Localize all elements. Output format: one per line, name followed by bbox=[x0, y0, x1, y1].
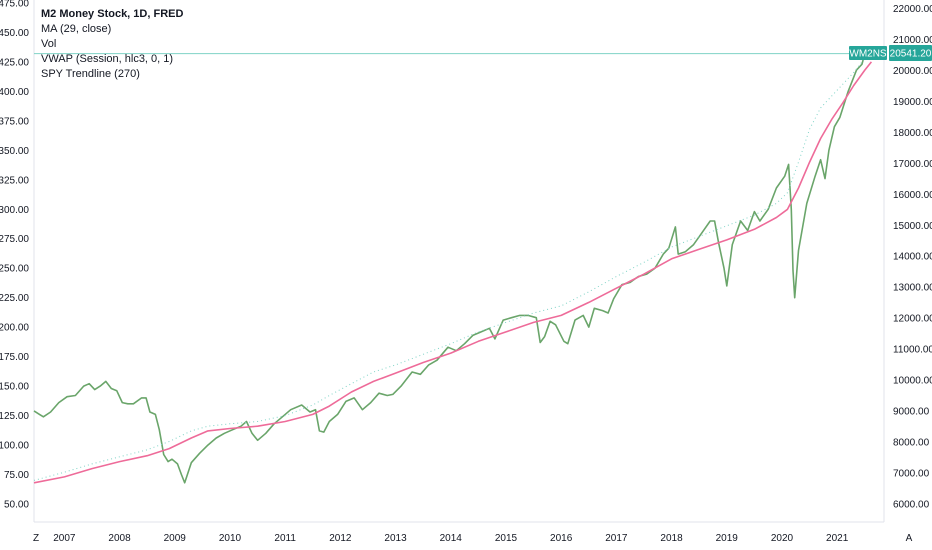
right-tick-label: 19000.00 bbox=[893, 97, 932, 108]
time-tick-label: 2020 bbox=[771, 533, 794, 544]
time-tick-label: 2011 bbox=[274, 533, 296, 544]
left-tick-label: 350.00 bbox=[0, 146, 29, 157]
right-tick-label: 17000.00 bbox=[893, 159, 932, 170]
time-tick-label: 2012 bbox=[329, 533, 352, 544]
left-tick-label: 225.00 bbox=[0, 293, 29, 304]
time-tick-label: 2019 bbox=[716, 533, 739, 544]
time-tick-label: 2018 bbox=[660, 533, 683, 544]
corner-left-label[interactable]: Z bbox=[33, 533, 39, 544]
spy-trendline-series bbox=[33, 53, 866, 484]
time-tick-label: 2015 bbox=[495, 533, 518, 544]
right-tick-label: 13000.00 bbox=[893, 283, 932, 294]
vwap-series bbox=[33, 53, 871, 481]
time-tick-label: 2017 bbox=[605, 533, 628, 544]
left-tick-label: 425.00 bbox=[0, 57, 29, 68]
symbol-tag-label: WM2NS bbox=[849, 49, 887, 60]
time-tick-label: 2016 bbox=[550, 533, 573, 544]
right-tick-label: 10000.00 bbox=[893, 376, 932, 387]
legend-title[interactable]: M2 Money Stock, 1D, FRED bbox=[41, 8, 184, 20]
left-tick-label: 250.00 bbox=[0, 264, 29, 275]
left-tick-label: 450.00 bbox=[0, 28, 29, 39]
right-tick-label: 18000.00 bbox=[893, 128, 932, 139]
left-tick-label: 400.00 bbox=[0, 87, 29, 98]
moving-average-series bbox=[33, 61, 873, 484]
right-tick-label: 8000.00 bbox=[893, 438, 930, 449]
legend-trendline[interactable]: SPY Trendline (270) bbox=[41, 68, 140, 80]
price-tag-label: 20541.20 bbox=[890, 49, 932, 60]
right-tick-label: 21000.00 bbox=[893, 35, 932, 46]
left-tick-label: 125.00 bbox=[0, 411, 29, 422]
right-tick-label: 14000.00 bbox=[893, 252, 932, 263]
right-axis[interactable]: 6000.00 7000.00 8000.00 9000.00 10000.00 1100… bbox=[893, 4, 932, 511]
left-tick-label: 175.00 bbox=[0, 352, 29, 363]
legend-ma[interactable]: MA (29, close) bbox=[41, 23, 112, 35]
plot-area[interactable] bbox=[33, 53, 873, 484]
time-axis[interactable]: 2007 2008 2009 2010 2011 2012 2013 2014 2015 2016… bbox=[53, 533, 848, 544]
left-tick-label: 75.00 bbox=[4, 470, 29, 481]
left-tick-label: 200.00 bbox=[0, 323, 29, 334]
right-tick-label: 20000.00 bbox=[893, 66, 932, 77]
right-tick-label: 11000.00 bbox=[893, 345, 932, 356]
left-tick-label: 475.00 bbox=[0, 0, 29, 9]
price-tag: 20541.20 bbox=[889, 45, 932, 61]
right-tick-label: 15000.00 bbox=[893, 221, 932, 232]
left-tick-label: 275.00 bbox=[0, 234, 29, 245]
legend-vol[interactable]: Vol bbox=[41, 38, 57, 50]
left-tick-label: 300.00 bbox=[0, 205, 29, 216]
time-tick-label: 2009 bbox=[164, 533, 187, 544]
symbol-tag: WM2NS bbox=[849, 46, 887, 60]
time-tick-label: 2010 bbox=[219, 533, 242, 544]
legend-vwap[interactable]: VWAP (Session, hlc3, 0, 1) bbox=[41, 53, 174, 65]
right-tick-label: 6000.00 bbox=[893, 500, 930, 511]
log-scale-toggle[interactable]: A bbox=[906, 533, 913, 544]
legend: M2 Money Stock, 1D, FRED MA (29, close) … bbox=[41, 7, 183, 82]
time-tick-label: 2013 bbox=[384, 533, 407, 544]
right-tick-label: 12000.00 bbox=[893, 314, 932, 325]
time-tick-label: 2008 bbox=[108, 533, 131, 544]
left-axis[interactable]: 50.00 75.00 100.00 125.00 150.00 175.00 200.00… bbox=[0, 0, 29, 511]
right-tick-label: 16000.00 bbox=[893, 190, 932, 201]
left-tick-label: 100.00 bbox=[0, 441, 29, 452]
left-tick-label: 325.00 bbox=[0, 175, 29, 186]
left-tick-label: 375.00 bbox=[0, 116, 29, 127]
right-tick-label: 7000.00 bbox=[893, 469, 930, 480]
left-tick-label: 50.00 bbox=[4, 500, 29, 511]
time-tick-label: 2021 bbox=[826, 533, 849, 544]
right-tick-label: 22000.00 bbox=[893, 4, 932, 15]
time-tick-label: 2014 bbox=[440, 533, 463, 544]
axis-borders bbox=[33, 0, 885, 523]
right-tick-label: 9000.00 bbox=[893, 407, 930, 418]
left-tick-label: 150.00 bbox=[0, 382, 29, 393]
time-tick-label: 2007 bbox=[53, 533, 76, 544]
